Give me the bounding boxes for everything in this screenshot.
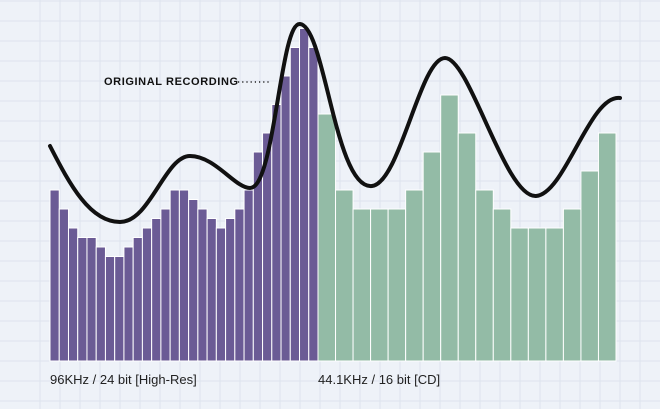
hires-bars — [49, 28, 319, 362]
cd-bar — [370, 208, 389, 362]
cd-bar — [527, 227, 547, 362]
cd-bar — [580, 170, 599, 362]
hires-bar — [308, 47, 319, 362]
hires-bar — [197, 208, 208, 362]
hires-bar — [169, 189, 180, 362]
hires-bar — [49, 189, 60, 362]
hires-bar — [95, 246, 106, 362]
hires-bar — [188, 199, 199, 362]
hires-bar — [77, 237, 88, 362]
hires-bar — [280, 75, 291, 362]
hires-bar — [132, 237, 143, 362]
cd-bar — [405, 189, 424, 362]
cd-bar — [492, 208, 512, 362]
hires-bar — [58, 208, 69, 362]
cd-bar — [457, 132, 477, 362]
cd-bars — [317, 94, 617, 362]
hires-bar — [86, 237, 97, 362]
cd-bar — [562, 208, 582, 362]
hires-bar — [289, 47, 301, 362]
cd-bar — [422, 151, 442, 362]
hires-bar — [67, 227, 79, 362]
hires-bar — [104, 256, 116, 362]
hires-bar — [123, 246, 134, 362]
cd-bar — [352, 208, 372, 362]
cd-bar — [317, 113, 337, 362]
cd-bar — [440, 94, 459, 362]
hires-bar — [234, 208, 245, 362]
cd-bar — [475, 189, 494, 362]
hires-bar — [271, 104, 282, 362]
hires-bar — [160, 208, 171, 362]
hires-format-label: 96KHz / 24 bit [High-Res] — [50, 372, 197, 387]
hires-bar — [299, 28, 310, 362]
cd-bar — [510, 227, 529, 362]
cd-bar — [545, 227, 564, 362]
hires-bar — [141, 227, 153, 362]
cd-bar — [335, 189, 354, 362]
hires-bar — [178, 189, 190, 362]
hires-bar — [151, 218, 162, 362]
hires-bar — [225, 218, 236, 362]
cd-bar — [597, 132, 617, 362]
cd-bar — [387, 208, 407, 362]
cd-format-label: 44.1KHz / 16 bit [CD] — [318, 372, 441, 387]
hires-bar — [243, 189, 254, 362]
hires-bar — [215, 227, 227, 362]
hires-bar — [206, 218, 217, 362]
original-recording-label: ORIGINAL RECORDING — [104, 76, 239, 88]
original-waveform — [48, 22, 622, 224]
hires-bar — [114, 256, 125, 362]
